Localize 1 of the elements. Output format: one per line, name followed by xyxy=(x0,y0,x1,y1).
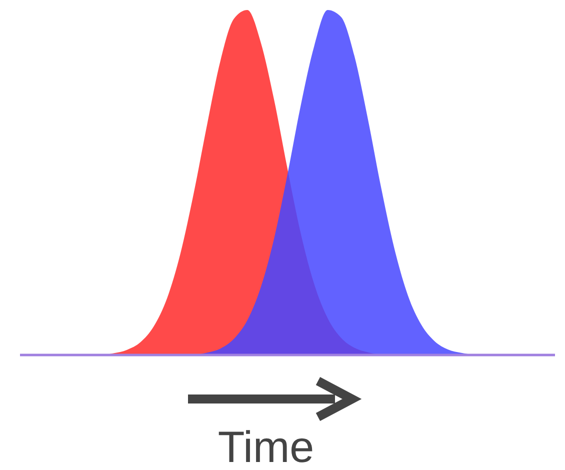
x-axis-title: Time xyxy=(218,423,314,470)
